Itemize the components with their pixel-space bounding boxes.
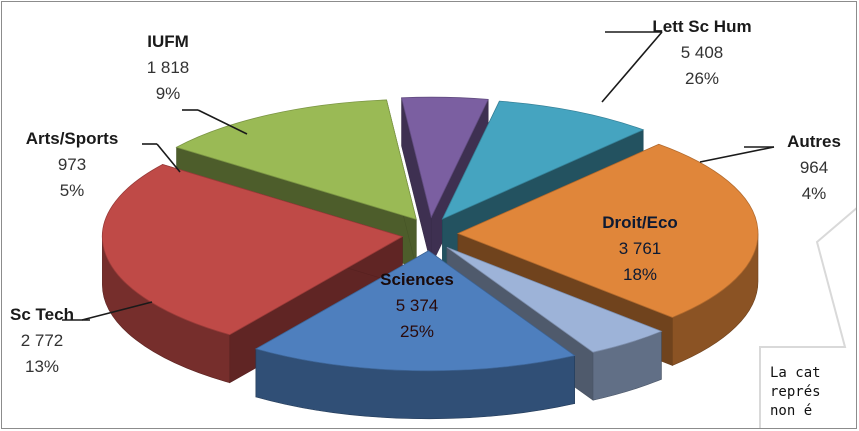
slice-label-percent: 26% [685, 69, 719, 88]
pie-slice [254, 250, 576, 420]
slice-label-percent: 18% [623, 265, 657, 284]
slice-label-name: Sciences [380, 270, 454, 289]
pie-slice-top [175, 99, 417, 220]
pie-slice-top [441, 100, 645, 220]
pie-slice-top [456, 143, 759, 318]
leader-line [699, 146, 775, 163]
callout-bubble [759, 207, 856, 428]
leader-lines [62, 31, 775, 321]
pie-slices [101, 96, 759, 420]
data-labels: Lett Sc Hum 5 408 26% Autres 964 4% Droit/Eco 3… [10, 17, 841, 376]
callout-text: La cat représ non é [770, 364, 856, 421]
slice-label-value: 964 [800, 158, 828, 177]
slice-label-percent: 5% [60, 181, 85, 200]
slice-label-value: 3 761 [619, 239, 662, 258]
slice-label-name: Autres [787, 132, 841, 151]
leader-line [601, 31, 663, 103]
slice-label-value: 2 772 [21, 331, 64, 350]
slice-label-value: 5 374 [396, 296, 439, 315]
callout-line: représ [770, 384, 821, 400]
callout-line: non é [770, 403, 813, 419]
slice-label: Sciences 5 374 25% [380, 270, 454, 341]
leader-line [197, 109, 248, 135]
callout-line: La cat [770, 365, 821, 381]
slice-label-value: 973 [58, 155, 86, 174]
slice-label: IUFM 1 818 9% [147, 32, 190, 103]
slice-label-percent: 4% [802, 184, 827, 203]
slice-label: Sc Tech 2 772 13% [10, 305, 74, 376]
pie-slice-top [446, 246, 663, 353]
slice-label: Droit/Eco 3 761 18% [602, 213, 678, 284]
slice-label-name: Sc Tech [10, 305, 74, 324]
pie-slice-top [254, 250, 576, 372]
slice-label: Autres 964 4% [787, 132, 841, 203]
slice-label-name: IUFM [147, 32, 189, 51]
slice-label: Arts/Sports 973 5% [26, 129, 119, 200]
slice-label-percent: 25% [400, 322, 434, 341]
slice-label-percent: 9% [156, 84, 181, 103]
pie-slice-top [401, 96, 489, 219]
slice-label: Lett Sc Hum 5 408 26% [652, 17, 751, 88]
slice-label-name: Arts/Sports [26, 129, 119, 148]
slice-label-value: 5 408 [681, 43, 724, 62]
pie-slice-top [101, 164, 404, 336]
leader-line [81, 301, 153, 321]
slice-label-name: Lett Sc Hum [652, 17, 751, 36]
slice-label-name: Droit/Eco [602, 213, 678, 232]
leader-line [156, 143, 181, 173]
slice-label-percent: 13% [25, 357, 59, 376]
slice-label-value: 1 818 [147, 58, 190, 77]
